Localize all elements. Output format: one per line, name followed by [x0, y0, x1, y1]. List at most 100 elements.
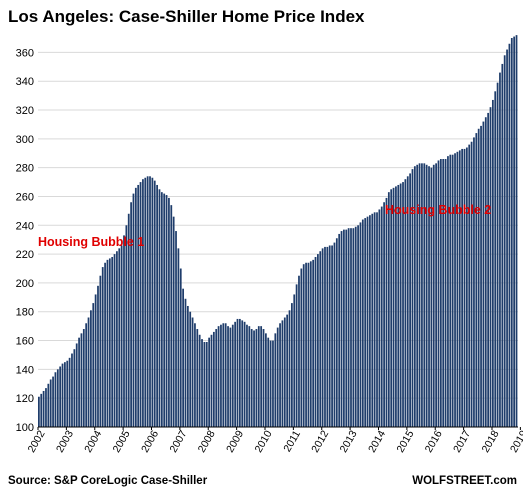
bar	[515, 35, 518, 428]
bar	[215, 329, 218, 427]
bar	[134, 187, 137, 427]
bar	[120, 245, 123, 427]
y-tick-label: 280	[16, 163, 34, 175]
bar	[350, 228, 352, 427]
bar	[404, 179, 407, 427]
bar	[186, 305, 189, 427]
bar	[468, 144, 471, 428]
bar	[397, 184, 400, 427]
bar	[378, 209, 381, 427]
bar	[163, 193, 166, 427]
bar	[352, 228, 355, 427]
x-tick-label: 2006	[139, 428, 161, 454]
bar	[255, 329, 258, 427]
bar	[465, 147, 468, 427]
bar	[305, 262, 307, 427]
bar	[179, 268, 182, 427]
bar	[480, 125, 482, 427]
bar	[61, 363, 64, 427]
bar	[395, 186, 397, 427]
bar	[283, 317, 286, 427]
y-tick-label: 120	[16, 393, 34, 405]
bar	[392, 187, 395, 427]
bar	[513, 36, 516, 428]
bar	[421, 163, 423, 427]
bar	[139, 182, 142, 427]
bar	[428, 166, 430, 428]
bar	[241, 320, 244, 427]
chart-title: Los Angeles: Case-Shiller Home Price Ind…	[8, 7, 365, 26]
bar	[281, 320, 284, 427]
x-tick-label: 2011	[281, 428, 303, 454]
bar	[54, 372, 57, 427]
bar	[99, 275, 102, 427]
bar	[153, 180, 156, 427]
bars	[38, 35, 518, 428]
bar	[473, 137, 475, 427]
y-tick-label: 300	[16, 134, 34, 146]
bar	[373, 212, 376, 427]
bar	[387, 192, 390, 427]
bar	[196, 329, 199, 427]
bar	[184, 298, 187, 427]
x-tick-label: 2014	[366, 428, 388, 454]
bar	[87, 317, 90, 427]
bar	[142, 179, 144, 427]
bar	[510, 38, 513, 427]
bar	[248, 326, 251, 427]
bar	[234, 321, 237, 427]
bar	[85, 323, 88, 427]
bar	[253, 330, 255, 427]
bar	[288, 310, 291, 427]
y-tick-label: 260	[16, 191, 34, 203]
bar	[49, 379, 52, 427]
bar	[470, 141, 473, 428]
bar	[295, 284, 298, 427]
y-tick-label: 180	[16, 307, 34, 319]
bar	[276, 327, 279, 427]
bar	[177, 248, 180, 427]
bar	[442, 159, 445, 427]
bar	[151, 177, 154, 427]
bar	[432, 164, 435, 428]
bar	[238, 318, 241, 427]
bar	[335, 238, 338, 427]
bar	[366, 216, 369, 427]
y-tick-label: 320	[16, 105, 34, 117]
bar	[371, 213, 374, 427]
bar	[130, 202, 132, 427]
bar	[205, 342, 208, 427]
x-tick-label: 2018	[480, 428, 502, 454]
x-axis-ticks: 2002 2003 2004 2005 2006 2007 2008 2009 2010 2011…	[26, 427, 523, 455]
bar	[52, 376, 54, 427]
bar	[456, 151, 459, 427]
gridlines	[38, 51, 518, 399]
x-tick-label: 2019	[508, 428, 523, 454]
y-axis-ticks: 100 120 140 160 180 200 220 240 260 280 300 320 340 3…	[16, 47, 34, 434]
bar	[97, 285, 99, 427]
bar	[354, 226, 357, 427]
bar	[189, 311, 192, 427]
bar	[345, 229, 348, 427]
bar	[47, 383, 50, 427]
bar	[94, 294, 97, 427]
bar	[309, 261, 312, 427]
bar	[333, 242, 336, 427]
bar	[418, 163, 421, 427]
bar	[317, 254, 319, 427]
bar	[66, 360, 69, 427]
bar	[236, 318, 239, 427]
bar	[125, 225, 128, 427]
y-tick-label: 340	[16, 76, 34, 88]
bar	[357, 225, 359, 427]
bar	[314, 256, 317, 427]
bar	[364, 218, 367, 427]
x-tick-label: 2003	[54, 428, 76, 454]
bar	[300, 268, 303, 427]
bar	[198, 334, 201, 427]
x-tick-label: 2015	[394, 428, 416, 454]
bar	[425, 164, 428, 428]
bar	[508, 43, 511, 427]
bar	[132, 193, 135, 427]
bar	[208, 337, 211, 427]
